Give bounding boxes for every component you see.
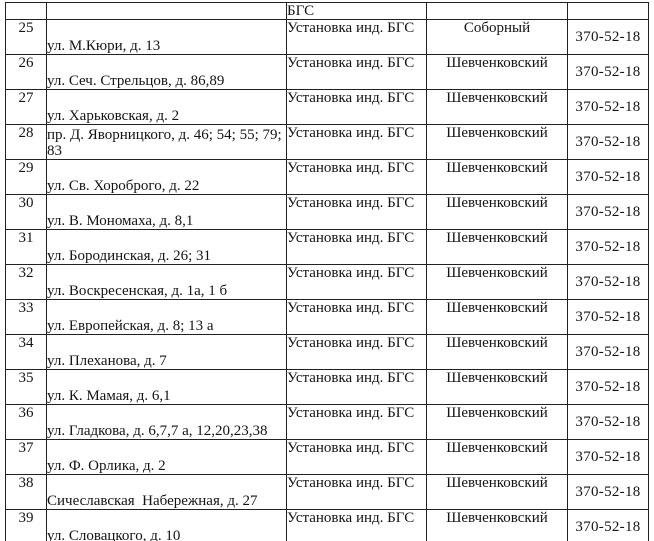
address-cell: Сичеславская Набережная, д. 27 <box>46 474 287 510</box>
table-row: 36 ул. Гладкова, д. 6,7,7 а, 12,20,23,38… <box>5 404 649 440</box>
phone-cell: 370-52-18 <box>567 159 649 195</box>
address-cell: ул. Ф. Орлика, д. 2 <box>46 439 287 475</box>
district-cell: Шевченковский <box>426 159 568 195</box>
address-service-table: БГС 25 ул. М.Кюри, д. 13 Установка инд. … <box>5 2 649 541</box>
service-cell: Установка инд. БГС <box>286 194 427 230</box>
table-row: 25 ул. М.Кюри, д. 13 Установка инд. БГС … <box>5 19 649 55</box>
district-cell: Шевченковский <box>426 439 568 475</box>
address-cell: ул. Воскресенская, д. 1а, 1 б <box>46 264 287 300</box>
table-row: 39 ул. Словацкого, д. 10 Установка инд. … <box>5 509 649 541</box>
table-row: 28 пр. Д. Яворницкого, д. 46; 54; 55; 79… <box>5 124 649 160</box>
row-number-cell: 26 <box>5 54 47 90</box>
service-cell: Установка инд. БГС <box>286 334 427 370</box>
address-cell: ул. М.Кюри, д. 13 <box>46 19 287 55</box>
service-cell: Установка инд. БГС <box>286 159 427 195</box>
district-cell: Шевченковский <box>426 369 568 405</box>
service-cell: Установка инд. БГС <box>286 124 427 160</box>
table-row: 29 ул. Св. Хороброго, д. 22 Установка ин… <box>5 159 649 195</box>
address-cell: ул. Сеч. Стрельцов, д. 86,89 <box>46 54 287 90</box>
service-cell: Установка инд. БГС <box>286 19 427 55</box>
district-cell: Шевченковский <box>426 334 568 370</box>
row-number-cell: 34 <box>5 334 47 370</box>
phone-cell: 370-52-18 <box>567 474 649 510</box>
phone-cell: 370-52-18 <box>567 264 649 300</box>
phone-cell: 370-52-18 <box>567 229 649 265</box>
row-number-cell: 29 <box>5 159 47 195</box>
row-number-cell: 28 <box>5 124 47 160</box>
phone-cell: 370-52-18 <box>567 299 649 335</box>
phone-cell: 370-52-18 <box>567 509 649 541</box>
table-body: БГС 25 ул. М.Кюри, д. 13 Установка инд. … <box>5 2 649 541</box>
phone-cell: 370-52-18 <box>567 89 649 125</box>
phone-cell: 370-52-18 <box>567 54 649 90</box>
district-cell: Шевченковский <box>426 264 568 300</box>
row-number-cell: 27 <box>5 89 47 125</box>
row-number-cell: 35 <box>5 369 47 405</box>
district-cell: Шевченковский <box>426 89 568 125</box>
district-cell: Шевченковский <box>426 474 568 510</box>
table-row: 35 ул. К. Мамая, д. 6,1 Установка инд. Б… <box>5 369 649 405</box>
service-cell: Установка инд. БГС <box>286 54 427 90</box>
row-number-cell: 33 <box>5 299 47 335</box>
phone-cell: 370-52-18 <box>567 19 649 55</box>
service-cell: БГС <box>286 2 427 20</box>
row-number-cell: 32 <box>5 264 47 300</box>
table-row: 31 ул. Бородинская, д. 26; 31 Установка … <box>5 229 649 265</box>
table-row: 26 ул. Сеч. Стрельцов, д. 86,89 Установк… <box>5 54 649 90</box>
row-number-cell: 38 <box>5 474 47 510</box>
phone-cell: 370-52-18 <box>567 439 649 475</box>
address-cell: ул. Харьковская, д. 2 <box>46 89 287 125</box>
table-row-partial-top: БГС <box>5 2 649 20</box>
district-cell: Шевченковский <box>426 124 568 160</box>
district-cell: Шевченковский <box>426 229 568 265</box>
address-cell: ул. Гладкова, д. 6,7,7 а, 12,20,23,38 <box>46 404 287 440</box>
address-cell: ул. К. Мамая, д. 6,1 <box>46 369 287 405</box>
district-cell: Шевченковский <box>426 404 568 440</box>
address-cell: пр. Д. Яворницкого, д. 46; 54; 55; 79; 8… <box>46 124 287 160</box>
service-cell: Установка инд. БГС <box>286 404 427 440</box>
district-cell: Шевченковский <box>426 509 568 541</box>
address-cell: ул. Европейская, д. 8; 13 а <box>46 299 287 335</box>
address-cell: ул. Св. Хороброго, д. 22 <box>46 159 287 195</box>
row-number-cell: 25 <box>5 19 47 55</box>
district-cell: Шевченковский <box>426 194 568 230</box>
service-cell: Установка инд. БГС <box>286 264 427 300</box>
table-row: 37 ул. Ф. Орлика, д. 2 Установка инд. БГ… <box>5 439 649 475</box>
service-cell: Установка инд. БГС <box>286 474 427 510</box>
table-row: 27 ул. Харьковская, д. 2 Установка инд. … <box>5 89 649 125</box>
phone-cell <box>567 2 649 20</box>
row-number-cell: 37 <box>5 439 47 475</box>
row-number-cell: 30 <box>5 194 47 230</box>
table-row: 34 ул. Плеханова, д. 7 Установка инд. БГ… <box>5 334 649 370</box>
phone-cell: 370-52-18 <box>567 334 649 370</box>
district-cell: Соборный <box>426 19 568 55</box>
phone-cell: 370-52-18 <box>567 124 649 160</box>
table-row: 32 ул. Воскресенская, д. 1а, 1 б Установ… <box>5 264 649 300</box>
service-cell: Установка инд. БГС <box>286 369 427 405</box>
row-number-cell: 31 <box>5 229 47 265</box>
table-row: 33 ул. Европейская, д. 8; 13 а Установка… <box>5 299 649 335</box>
row-number-cell: 36 <box>5 404 47 440</box>
address-cell <box>46 2 287 20</box>
address-cell: ул. В. Мономаха, д. 8,1 <box>46 194 287 230</box>
address-cell: ул. Словацкого, д. 10 <box>46 509 287 541</box>
table-row: 30 ул. В. Мономаха, д. 8,1 Установка инд… <box>5 194 649 230</box>
phone-cell: 370-52-18 <box>567 194 649 230</box>
row-number-cell: 39 <box>5 509 47 541</box>
service-cell: Установка инд. БГС <box>286 229 427 265</box>
service-cell: Установка инд. БГС <box>286 299 427 335</box>
service-cell: Установка инд. БГС <box>286 89 427 125</box>
address-cell: ул. Плеханова, д. 7 <box>46 334 287 370</box>
district-cell: Шевченковский <box>426 54 568 90</box>
service-cell: Установка инд. БГС <box>286 509 427 541</box>
phone-cell: 370-52-18 <box>567 369 649 405</box>
table-row: 38 Сичеславская Набережная, д. 27 Устано… <box>5 474 649 510</box>
district-cell: Шевченковский <box>426 299 568 335</box>
row-number-cell <box>5 2 47 20</box>
service-cell: Установка инд. БГС <box>286 439 427 475</box>
phone-cell: 370-52-18 <box>567 404 649 440</box>
address-cell: ул. Бородинская, д. 26; 31 <box>46 229 287 265</box>
district-cell <box>426 2 568 20</box>
